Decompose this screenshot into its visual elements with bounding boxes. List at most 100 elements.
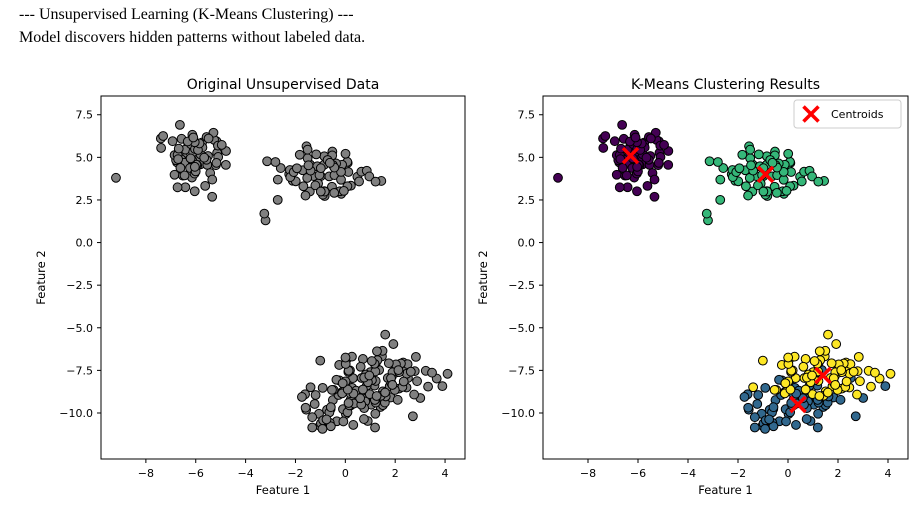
data-point [767,157,778,168]
data-point [809,356,820,366]
data-point [617,119,628,130]
data-point [355,393,366,404]
data-point [309,399,320,409]
data-point [753,149,764,160]
data-point [758,186,769,197]
y-tick-label: 2.5 [518,194,536,207]
chart-title: K-Means Clustering Results [631,77,820,93]
x-tick-label: −2 [730,467,746,480]
data-point [270,157,281,167]
y-tick-label: −5.0 [508,322,535,335]
data-point [423,381,433,392]
header: --- Unsupervised Learning (K-Means Clust… [19,3,365,49]
data-point [387,380,398,390]
data-point [748,382,759,393]
data-point [315,186,326,197]
y-tick-label: 7.5 [518,109,536,122]
y-tick-label: 0.0 [76,237,94,250]
data-point [778,167,789,177]
data-point [798,361,809,372]
data-point [398,376,409,387]
data-point [189,161,200,172]
plot-frame [100,95,466,460]
data-point [632,186,642,197]
data-point [749,422,760,433]
data-point [442,368,453,379]
data-point [272,194,283,205]
legend: Centroids [793,99,902,129]
y-axis: −10.0 −7.5 −5.0 −2.5 0.0 2.5 5.0 7.5 Feature 2 [476,109,543,420]
data-point [801,414,812,424]
data-point [173,154,184,165]
y-axis-label: Feature 2 [476,250,490,304]
data-point [783,148,794,159]
data-point [739,392,750,402]
data-point [409,389,420,400]
data-point [781,185,792,196]
data-point [642,180,653,191]
data-point [715,174,726,185]
x-axis: −8 −6 −4 −2 0 2 4 Feature 1 [138,459,449,497]
data-point [370,422,380,433]
chart-title: Original Unsupervised Data [187,77,380,93]
data-point [211,157,222,168]
data-point [715,194,726,205]
data-point [185,153,196,164]
data-point [880,381,891,392]
data-point [317,382,328,393]
data-point [325,421,336,432]
y-tick-label: 7.5 [76,109,94,122]
data-point [111,172,121,183]
data-point [262,156,273,167]
data-point [841,376,852,387]
y-tick-label: 0.0 [518,237,536,250]
data-point [743,190,753,201]
centroids [621,146,832,414]
data-point [383,358,394,369]
data-point [340,148,351,159]
data-point [812,422,823,433]
data-point [407,411,418,422]
data-point [785,384,796,395]
data-point [621,170,632,181]
data-point [156,143,167,153]
data-point [366,356,377,366]
data-point [380,387,390,398]
data-point [630,132,641,143]
data-point [663,159,674,170]
data-point [324,157,335,168]
x-axis-label: Feature 1 [256,483,310,497]
x-tick-label: 2 [835,467,842,480]
data-point [598,143,609,153]
data-point [653,157,664,168]
data-point [749,412,760,423]
data-point [764,414,775,425]
data-point [609,136,620,147]
y-tick-label: −7.5 [508,364,535,377]
data-point [737,149,748,160]
data-point [372,346,382,357]
data-point [355,361,366,372]
data-point [203,133,214,144]
data-point [781,416,791,427]
data-point [305,382,316,393]
data-point [315,355,326,366]
x-tick-label: −8 [580,467,596,480]
data-point [757,355,768,366]
data-point [649,174,660,185]
data-point [437,381,448,392]
data-point [321,414,332,425]
data-point [649,191,660,202]
data-point [336,167,346,177]
header-line-2: Model discovers hidden patterns without … [19,29,366,46]
x-tick-label: −6 [630,467,646,480]
data-point [173,143,184,154]
data-point [302,144,313,155]
data-point [364,370,375,381]
data-point [340,352,351,363]
data-point [760,423,770,434]
data-point [167,136,178,147]
x-axis-label: Feature 1 [698,483,752,497]
data-point [870,367,880,378]
data-point [734,163,745,174]
